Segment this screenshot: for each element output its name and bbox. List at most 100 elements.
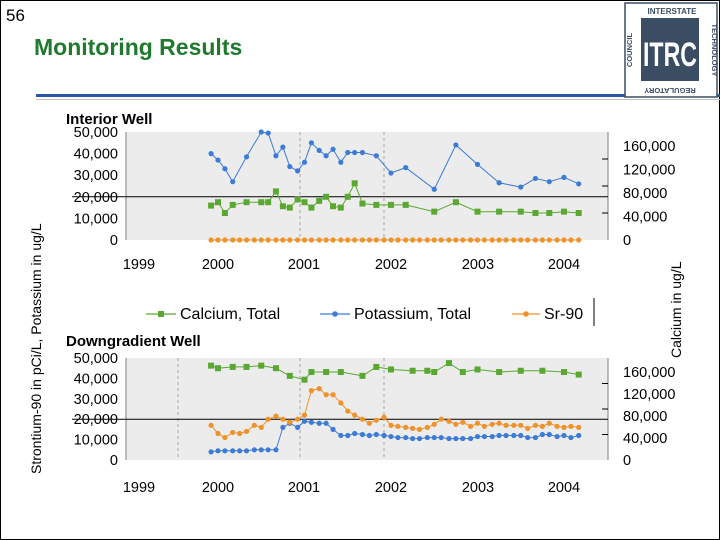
- data-point-calcium-total-downgradient: [424, 367, 431, 374]
- data-point-potassium-total-downgradient: [568, 434, 574, 441]
- data-point-sr-90-downgradient: [215, 430, 221, 437]
- x-tick-label-interior: 2001: [288, 257, 320, 273]
- y-tick-label-downgradient: 30,000: [74, 392, 118, 408]
- x-tick-label-interior: 2003: [462, 257, 494, 273]
- data-point-sr-90-interior: [243, 237, 250, 243]
- legend-marker-potassium-total: [332, 311, 338, 317]
- data-point-sr-90-downgradient: [503, 422, 509, 428]
- data-point-potassium-total-downgradient: [294, 424, 301, 430]
- data-point-potassium-total-downgradient: [539, 431, 545, 438]
- plot-area-interior: [126, 132, 608, 240]
- data-point-potassium-total-interior: [301, 159, 308, 165]
- data-point-sr-90-interior: [366, 237, 372, 243]
- data-point-sr-90-interior: [215, 237, 221, 243]
- data-point-potassium-total-downgradient: [446, 435, 452, 442]
- y2-tick-label-interior: 0: [623, 233, 631, 249]
- data-point-sr-90-interior: [554, 237, 560, 243]
- data-point-potassium-total-downgradient: [511, 432, 517, 439]
- data-point-sr-90-downgradient: [308, 388, 315, 394]
- data-point-sr-90-downgradient: [424, 424, 430, 430]
- data-point-calcium-total-interior: [532, 210, 539, 216]
- data-point-potassium-total-downgradient: [265, 447, 271, 453]
- data-point-sr-90-downgradient: [403, 424, 409, 430]
- data-point-potassium-total-interior: [359, 149, 366, 156]
- data-point-sr-90-interior: [539, 237, 545, 243]
- data-point-calcium-total-interior: [388, 201, 394, 208]
- data-point-potassium-total-downgradient: [481, 433, 488, 440]
- data-point-calcium-total-downgradient: [517, 367, 524, 374]
- data-point-calcium-total-downgradient: [373, 363, 380, 370]
- data-point-sr-90-interior: [273, 237, 279, 243]
- data-point-sr-90-interior: [446, 237, 452, 243]
- data-point-calcium-total-downgradient: [272, 365, 279, 372]
- data-point-potassium-total-downgradient: [410, 435, 416, 442]
- data-point-calcium-total-interior: [301, 199, 308, 206]
- x-tick-label-downgradient: 1999: [123, 480, 155, 496]
- data-point-calcium-total-interior: [431, 208, 438, 215]
- data-point-potassium-total-interior: [308, 140, 315, 146]
- data-point-sr-90-interior: [330, 237, 336, 243]
- data-point-calcium-total-downgradient: [561, 369, 567, 376]
- data-point-sr-90-downgradient: [460, 419, 466, 425]
- data-point-sr-90-downgradient: [330, 392, 336, 398]
- data-point-potassium-total-downgradient: [301, 418, 308, 424]
- data-point-sr-90-downgradient: [532, 422, 539, 428]
- data-point-potassium-total-interior: [215, 157, 221, 163]
- data-point-calcium-total-downgradient: [359, 372, 366, 379]
- data-point-potassium-total-downgradient: [208, 449, 214, 455]
- data-point-sr-90-interior: [308, 237, 315, 243]
- data-point-sr-90-downgradient: [294, 416, 301, 422]
- data-point-sr-90-downgradient: [258, 424, 264, 430]
- panel-title-interior: Interior Well: [66, 111, 152, 128]
- title-rule: [36, 94, 720, 97]
- data-point-potassium-total-interior: [294, 168, 301, 174]
- data-point-potassium-total-downgradient: [532, 434, 539, 441]
- data-point-calcium-total-interior: [359, 200, 366, 207]
- data-point-potassium-total-interior: [280, 144, 286, 150]
- data-point-sr-90-downgradient: [230, 429, 236, 436]
- data-point-sr-90-interior: [481, 237, 488, 243]
- data-point-sr-90-interior: [388, 237, 394, 243]
- data-point-sr-90-interior: [280, 237, 286, 243]
- data-point-sr-90-downgradient: [525, 425, 531, 431]
- data-point-sr-90-downgradient: [481, 423, 488, 429]
- data-point-potassium-total-downgradient: [576, 432, 582, 439]
- data-point-sr-90-downgradient: [381, 414, 387, 420]
- data-point-potassium-total-interior: [546, 179, 552, 185]
- data-point-sr-90-interior: [294, 237, 301, 243]
- series-line-sr-90-downgradient: [210, 388, 579, 439]
- data-point-potassium-total-downgradient: [496, 432, 502, 439]
- data-point-sr-90-interior: [352, 237, 358, 243]
- data-point-calcium-total-interior: [373, 201, 380, 208]
- data-point-calcium-total-interior: [496, 208, 503, 215]
- x-tick-label-downgradient: 2003: [462, 480, 494, 496]
- y2-tick-label-interior: 120,000: [623, 163, 675, 179]
- data-point-potassium-total-interior: [561, 174, 567, 180]
- data-point-sr-90-downgradient: [237, 430, 243, 437]
- data-point-potassium-total-downgradient: [561, 432, 567, 439]
- data-point-calcium-total-interior: [221, 210, 228, 216]
- data-point-potassium-total-downgradient: [345, 432, 351, 439]
- data-point-potassium-total-interior: [496, 180, 502, 186]
- data-point-calcium-total-downgradient: [208, 362, 215, 369]
- data-point-sr-90-interior: [424, 237, 430, 243]
- data-point-potassium-total-downgradient: [366, 432, 372, 439]
- x-tick-label-downgradient: 2000: [202, 480, 234, 496]
- data-point-sr-90-interior: [561, 237, 567, 243]
- data-point-sr-90-downgradient: [568, 423, 574, 429]
- legend-marker-calcium-total: [158, 311, 164, 317]
- data-point-sr-90-interior: [258, 237, 264, 243]
- data-point-potassium-total-downgradient: [489, 433, 495, 440]
- data-point-potassium-total-downgradient: [474, 433, 481, 440]
- data-point-calcium-total-interior: [279, 203, 286, 210]
- data-point-potassium-total-downgradient: [230, 448, 236, 454]
- svg-text:REGULATORY: REGULATORY: [644, 86, 696, 95]
- data-point-potassium-total-interior: [474, 161, 481, 167]
- data-point-calcium-total-downgradient: [243, 363, 250, 370]
- data-point-sr-90-interior: [287, 237, 293, 243]
- data-point-sr-90-downgradient: [323, 392, 329, 398]
- data-point-sr-90-interior: [438, 237, 444, 243]
- data-point-sr-90-interior: [222, 237, 228, 243]
- data-point-potassium-total-downgradient: [359, 431, 366, 438]
- data-point-calcium-total-downgradient: [301, 376, 308, 383]
